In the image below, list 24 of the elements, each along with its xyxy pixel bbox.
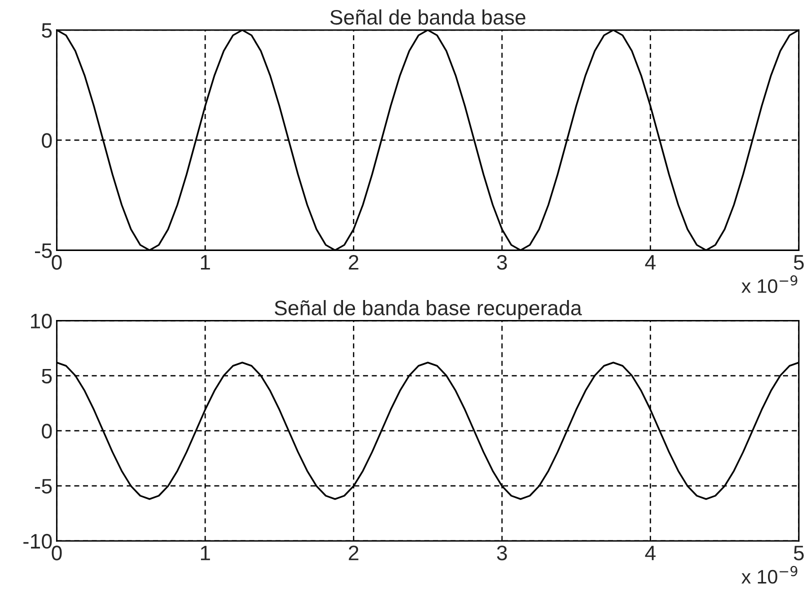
x-tick-label: 4 (645, 546, 656, 560)
text: x 10$^{−9}$ (742, 275, 798, 294)
x-tick-label: 3 (497, 546, 507, 560)
y-tick-label: -5 (35, 243, 52, 258)
chart-title: Señal de banda base recuperada (274, 300, 582, 320)
x-tick-label: 2 (348, 546, 358, 560)
y-tick-label: -5 (35, 479, 52, 494)
x-tick-label: 5 (794, 546, 804, 560)
x-tick-label: 1 (200, 546, 210, 560)
y-tick-label: 5 (42, 23, 52, 38)
y-tick-label: 10 (31, 314, 52, 328)
y-tick-label: -10 (23, 534, 52, 549)
x-tick-label: 4 (645, 255, 656, 270)
text: x 10$^{−9}$ (742, 566, 798, 584)
x-tick-label: 0 (52, 254, 62, 270)
x-tick-label: 3 (497, 254, 507, 270)
y-tick-label: 0 (42, 424, 52, 439)
y-tick-label: 5 (42, 368, 52, 384)
y-tick-label: 0 (42, 133, 52, 148)
x-tick-label: 0 (52, 546, 62, 560)
x-tick-label: 5 (794, 255, 804, 270)
x-tick-label: 1 (200, 255, 210, 270)
chart-title: Señal de banda base (330, 9, 526, 25)
x-tick-label: 2 (348, 254, 358, 270)
